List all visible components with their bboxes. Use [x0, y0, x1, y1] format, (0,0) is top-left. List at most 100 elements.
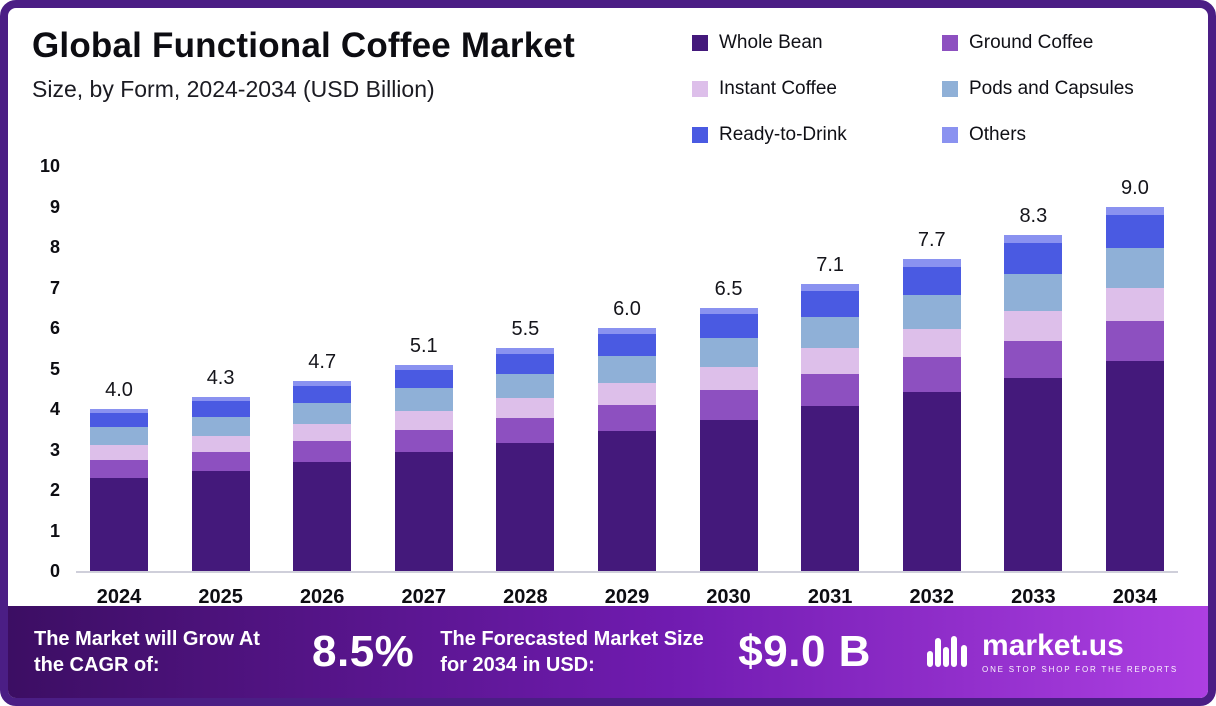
bar-segment [191, 436, 250, 452]
bar-column: 6.5 2030 [699, 166, 758, 608]
legend-swatch-icon [942, 81, 958, 97]
bar-segment [293, 402, 352, 424]
bar-segment [191, 416, 250, 437]
bar-column: 4.7 2026 [293, 166, 352, 608]
bar-total-label: 8.3 [1019, 204, 1048, 227]
bar-column: 4.3 2025 [191, 166, 250, 608]
bar-column: 7.7 2032 [902, 166, 961, 608]
bar-segment [902, 357, 961, 392]
legend-label: Ready-to-Drink [719, 124, 847, 145]
chart-subtitle: Size, by Form, 2024-2034 (USD Billion) [32, 76, 435, 102]
bar-segment [1105, 248, 1164, 289]
brand-tagline: ONE STOP SHOP FOR THE REPORTS [982, 664, 1178, 674]
bar-segment [496, 348, 555, 354]
x-axis-category-label: 2033 [1011, 586, 1056, 608]
bar-stack [191, 396, 250, 571]
bar-segment [293, 385, 352, 403]
legend-item: Whole Bean [692, 32, 934, 54]
bar-segment [293, 440, 352, 462]
legend-swatch-icon [692, 35, 708, 51]
x-axis-category-label: 2026 [299, 586, 345, 608]
y-axis-tick-label: 5 [49, 358, 60, 379]
bar-total-label: 5.1 [409, 334, 438, 357]
bar-total-label: 7.1 [816, 253, 845, 276]
bar-segment [801, 290, 860, 317]
x-axis-category-label: 2030 [706, 586, 751, 608]
bar-segment [1105, 206, 1164, 216]
bar-segment [1004, 234, 1063, 244]
bar-total-label: 4.3 [206, 366, 235, 389]
forecast-label: The Forecasted Market Size for 2034 in U… [440, 628, 704, 676]
x-axis-category-label: 2032 [909, 586, 955, 608]
bar-segment [293, 423, 352, 441]
bar-column: 6.0 2029 [597, 166, 656, 608]
bar-column: 5.1 2027 [394, 166, 453, 608]
bar-segment [394, 369, 453, 389]
bar-segment [902, 259, 961, 267]
footer-banner: The Market will Grow At the CAGR of: 8.5… [8, 606, 1208, 698]
bar-segment [597, 382, 656, 405]
brand-name: market.us [982, 628, 1124, 662]
bar-segment [699, 366, 758, 391]
bar-column: 4.0 2024 [90, 166, 148, 608]
bar-segment [1105, 321, 1164, 362]
legend-swatch-icon [692, 127, 708, 143]
bar-segment [699, 390, 758, 420]
bar-segment [699, 419, 758, 571]
bar-segment [90, 477, 148, 571]
bar-total-label: 6.0 [613, 298, 641, 321]
header: Global Functional Coffee Market Size, by… [8, 8, 1208, 145]
y-axis-tick-label: 7 [49, 277, 60, 298]
bar-segment [1004, 340, 1063, 378]
bar-segment [1004, 243, 1063, 274]
bar-stack [801, 283, 860, 571]
bar-segment [699, 307, 758, 315]
x-axis-category-label: 2034 [1112, 586, 1158, 608]
bar-segment [90, 413, 148, 428]
y-axis: 0 1 2 3 4 5 6 7 8 9 10 [26, 157, 76, 580]
legend-label: Instant Coffee [719, 78, 837, 99]
y-axis-tick-label: 8 [49, 237, 60, 257]
x-axis-category-label: 2029 [604, 586, 650, 608]
y-axis-tick-label: 4 [49, 399, 60, 419]
x-axis-category-label: 2024 [96, 586, 142, 608]
forecast-value: $9.0 B [738, 627, 871, 676]
bar-segment [1105, 361, 1164, 571]
bar-segment [90, 459, 148, 478]
legend-swatch-icon [942, 35, 958, 51]
bar-segment [496, 373, 555, 399]
bar-segment [394, 388, 453, 412]
bar-segment [191, 470, 250, 571]
x-axis-category-label: 2031 [807, 586, 853, 608]
bar-segment [293, 461, 352, 571]
bar-segment [801, 283, 860, 291]
bar-column: 5.5 2028 [496, 166, 555, 608]
bar-segment [597, 334, 656, 356]
y-axis-tick-label: 0 [49, 561, 60, 581]
bar-total-label: 4.7 [308, 350, 337, 373]
brand-text: market.us ONE STOP SHOP FOR THE REPORTS [982, 628, 1178, 674]
bar-segment [394, 411, 453, 430]
bar-segment [90, 409, 148, 414]
legend-item: Pods and Capsules [942, 78, 1184, 100]
x-axis-category-label: 2028 [503, 586, 548, 608]
legend-label: Others [969, 124, 1027, 145]
bar-segment [90, 427, 148, 446]
bar-segment [801, 374, 860, 406]
bar-segment [394, 429, 453, 453]
bar-segment [394, 364, 453, 370]
bars: 4.0 2024 4.3 2025 4.7 2026 5.1 2027 5.5 2028 6.0 20… [76, 166, 1178, 608]
bar-total-label: 6.5 [714, 277, 743, 300]
bar-stack [90, 409, 148, 571]
cagr-value: 8.5% [312, 627, 415, 676]
bar-segment [496, 443, 555, 571]
cagr-label: The Market will Grow At the CAGR of: [34, 628, 260, 676]
bar-segment [902, 266, 961, 295]
bar-segment [699, 314, 758, 338]
y-axis-tick-label: 6 [49, 318, 60, 338]
bar-stack [597, 328, 656, 571]
bar-segment [597, 355, 656, 383]
y-axis-tick-label: 9 [49, 196, 60, 217]
bar-segment [191, 451, 250, 471]
bar-segment [597, 328, 656, 335]
